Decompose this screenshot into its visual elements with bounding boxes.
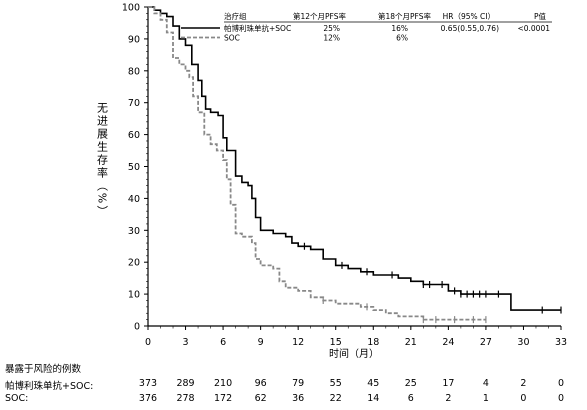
risk-row-label: SOC: <box>5 393 29 404</box>
x-tick-label: 12 <box>292 337 304 348</box>
y-tick-label: 90 <box>128 34 140 45</box>
legend-header-hr: HR（95% CI） <box>443 12 495 21</box>
risk-count: 0 <box>520 393 527 404</box>
risk-count: 4 <box>482 378 489 389</box>
legend-pfs18: 16% <box>391 24 408 33</box>
y-axis-label: 无进展生存率（%） <box>96 102 109 218</box>
risk-count: 210 <box>214 378 233 389</box>
x-tick-label: 6 <box>220 337 226 348</box>
x-tick-label: 24 <box>442 337 454 348</box>
x-tick-label: 15 <box>330 337 342 348</box>
legend: 治疗组 第12个月PFS率 第18个月PFS率 HR（95% CI） P值帕博利珠单抗+… <box>181 11 552 43</box>
legend-header-pfs18: 第18个月PFS率 <box>378 11 432 21</box>
risk-count: 278 <box>176 393 195 404</box>
legend-name: 帕博利珠单抗+SOC <box>224 23 291 33</box>
x-tick-label: 18 <box>367 337 379 348</box>
risk-count: 2 <box>445 393 452 404</box>
y-tick-label: 0 <box>134 322 140 333</box>
legend-p: <0.0001 <box>517 24 550 33</box>
risk-count: 17 <box>442 378 455 389</box>
x-tick-label: 33 <box>555 337 567 348</box>
y-tick-label: 30 <box>128 226 140 237</box>
risk-count: 45 <box>367 378 380 389</box>
legend-header-p: P值 <box>534 11 547 21</box>
risk-count: 79 <box>292 378 305 389</box>
legend-pfs12: 12% <box>323 34 340 43</box>
risk-row-label: 帕博利珠单抗+SOC: <box>5 381 94 392</box>
legend-pfs12: 25% <box>323 24 340 33</box>
y-tick-label: 100 <box>122 3 140 14</box>
risk-count: 376 <box>138 393 158 404</box>
x-tick-label: 27 <box>480 337 492 348</box>
risk-count: 289 <box>176 378 195 389</box>
risk-row: SOC: 376 278 172 62 36 22 14 6 2 1 0 0 <box>0 393 587 407</box>
y-tick-label: 80 <box>128 66 140 77</box>
risk-count: 62 <box>254 393 267 404</box>
x-tick-label: 3 <box>183 337 189 348</box>
y-tick-label: 50 <box>128 162 140 173</box>
series-line-soc <box>148 6 486 321</box>
risk-count: 2 <box>520 378 527 389</box>
risk-count: 0 <box>557 378 565 389</box>
y-tick-label: 70 <box>128 98 140 109</box>
risk-count: 25 <box>404 378 417 389</box>
risk-count: 172 <box>214 393 233 404</box>
legend-header-pfs12: 第12个月PFS率 <box>293 11 347 21</box>
risk-table-title: 暴露于风险的例数 <box>5 364 82 375</box>
y-tick-label: 20 <box>128 258 140 269</box>
risk-count: 373 <box>138 378 158 389</box>
risk-row: 帕博利珠单抗+SOC: 373 289 210 96 79 55 45 25 17 4 2 0 <box>0 378 587 392</box>
y-tick-label: 60 <box>128 130 140 141</box>
y-tick-label: 10 <box>128 290 140 301</box>
y-tick-label: 40 <box>128 194 140 205</box>
x-tick-label: 21 <box>405 337 417 348</box>
risk-count: 96 <box>254 378 267 389</box>
risk-count: 1 <box>482 393 489 404</box>
risk-count: 22 <box>329 393 342 404</box>
legend-header-group: 治疗组 <box>224 11 247 21</box>
risk-count: 14 <box>367 393 380 404</box>
x-tick-label: 30 <box>517 337 529 348</box>
km-chart: 0 10 20 30 40 50 60 70 80 90 100 0 3 6 9 12 15 18 21 24 27 30… <box>96 3 568 361</box>
risk-count: 55 <box>329 378 342 389</box>
x-axis-label: 时间（月） <box>329 347 379 360</box>
axes-layer: 0 10 20 30 40 50 60 70 80 90 100 0 3 6 9 12 15 18 21 24 27 30… <box>122 3 567 349</box>
legend-name: SOC <box>224 34 240 43</box>
risk-count: 6 <box>407 393 414 404</box>
x-tick-label: 0 <box>145 337 151 348</box>
legend-pfs18: 6% <box>396 34 408 43</box>
x-tick-label: 9 <box>258 337 264 348</box>
risk-count: 0 <box>557 393 565 404</box>
series-layer <box>148 6 562 324</box>
legend-hr: 0.65(0.55,0.76) <box>441 24 499 33</box>
series-line-pembro-soc <box>148 6 561 311</box>
risk-count: 36 <box>292 393 305 404</box>
